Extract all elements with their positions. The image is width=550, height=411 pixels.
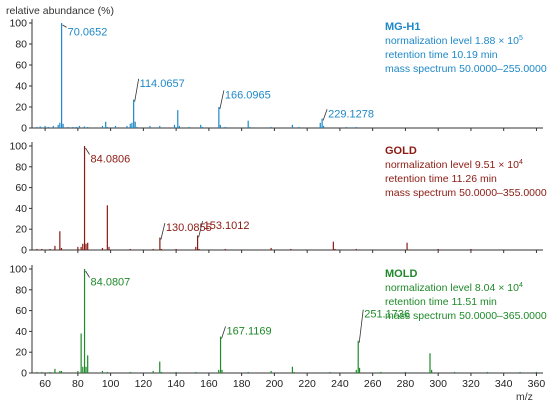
peak-label-leader	[322, 109, 328, 121]
x-tick-label: 360	[528, 378, 546, 390]
y-tick-label: 0	[21, 368, 27, 380]
panel-gold: 02040608010084.0806130.0855153.1012GOLDn…	[9, 141, 546, 257]
x-tick-label: 200	[266, 378, 284, 390]
y-tick-label: 40	[15, 203, 27, 215]
x-tick-label: 80	[72, 378, 84, 390]
retention-time: retention time 11.51 min	[385, 296, 497, 308]
peak-mz-label: 70.0652	[68, 26, 108, 38]
x-tick-label: 140	[167, 378, 185, 390]
x-tick-label: 300	[429, 378, 447, 390]
peak-mz-label: 251.1736	[364, 309, 410, 321]
panel-mold: 0 20 40 60 80 100 60 80 100 120 140 160 180 200 220 240…	[9, 264, 546, 391]
retention-time: retention time 11.26 min	[385, 173, 497, 185]
y-tick-label: 100	[9, 18, 27, 30]
x-axis-unit: m/z	[516, 391, 533, 403]
mass-spectrum-range: mass spectrum 50.0000–365.0000	[385, 310, 547, 322]
peak-mz-label: 114.0657	[140, 78, 185, 90]
peak-mz-label: 153.1012	[204, 220, 250, 232]
x-tick-label: 240	[331, 378, 349, 390]
peak-mz-label: 166.0965	[225, 89, 271, 101]
peak-label-leader	[134, 78, 140, 102]
normalization-level: normalization level 9.51 × 104	[385, 159, 523, 171]
x-tick-label: 100	[102, 378, 120, 390]
x-tick-label: 120	[135, 378, 153, 390]
x-tick-label: 60	[39, 378, 51, 390]
normalization-level: normalization level 8.04 × 104	[385, 282, 523, 294]
x-tick-label: 220	[298, 378, 316, 390]
y-tick-label: 20	[15, 224, 27, 236]
y-axis-title: relative abundance (%)	[6, 5, 114, 17]
panel-mg-h1: 0 20 40 60 80 100 70.0652 114.0657 166.0965 229.1…	[9, 18, 546, 135]
sample-name: GOLD	[385, 145, 417, 157]
peak-mz-label: 84.0806	[91, 153, 131, 165]
y-tick-label: 40	[15, 81, 27, 93]
peak-mz-label: 84.0807	[91, 276, 131, 288]
x-tick-label: 320	[462, 378, 480, 390]
y-tick-label: 80	[15, 39, 27, 51]
x-tick-label: 280	[397, 378, 415, 390]
y-tick-label: 100	[9, 264, 27, 276]
peak-label-leader	[160, 223, 166, 240]
peak-label-leader	[85, 147, 90, 155]
y-tick-label: 0	[21, 123, 27, 135]
y-tick-label: 60	[15, 182, 27, 194]
y-tick-label: 80	[15, 284, 27, 296]
normalization-exponent: 5	[519, 35, 523, 42]
y-tick-label: 60	[15, 305, 27, 317]
mass-spectrum-range: mass spectrum 50.0000–255.0000	[385, 63, 547, 75]
peak-label-leader	[62, 24, 67, 28]
peak-label-leader	[198, 220, 203, 238]
normalization-text: normalization level 8.04 × 10	[385, 282, 519, 294]
y-tick-label: 20	[15, 347, 27, 359]
peak-label-leader	[219, 90, 225, 110]
peak-label-leader	[358, 309, 364, 343]
y-tick-label: 60	[15, 60, 27, 72]
normalization-exponent: 4	[519, 282, 523, 289]
y-tick-label: 80	[15, 161, 27, 173]
x-tick-label: 180	[233, 378, 251, 390]
y-tick-label: 40	[15, 326, 27, 338]
y-tick-label: 20	[15, 102, 27, 114]
retention-time: retention time 10.19 min	[385, 49, 498, 61]
peak-label-leader	[85, 270, 90, 278]
y-tick-label: 100	[9, 141, 27, 153]
peak-mz-label: 229.1278	[328, 108, 374, 120]
normalization-text: normalization level 9.51 × 10	[385, 159, 519, 171]
sample-name: MG-H1	[385, 21, 420, 33]
sample-name: MOLD	[385, 268, 417, 280]
mass-spectrum-range: mass spectrum 50.0000–355.0000	[385, 187, 547, 199]
y-tick-label: 0	[21, 245, 27, 257]
x-tick-label: 260	[364, 378, 382, 390]
normalization-text: normalization level 1.88 × 10	[385, 35, 519, 47]
x-tick-label: 160	[200, 378, 218, 390]
spectrum-panels: 02040608010070.0652114.0657166.0965229.1…	[9, 18, 546, 391]
x-tick-label: 340	[495, 378, 513, 390]
peak-mz-label: 167.1169	[227, 325, 272, 337]
normalization-level: normalization level 1.88 × 105	[385, 35, 523, 47]
normalization-exponent: 4	[519, 159, 523, 166]
peak-label-leader	[221, 326, 226, 339]
